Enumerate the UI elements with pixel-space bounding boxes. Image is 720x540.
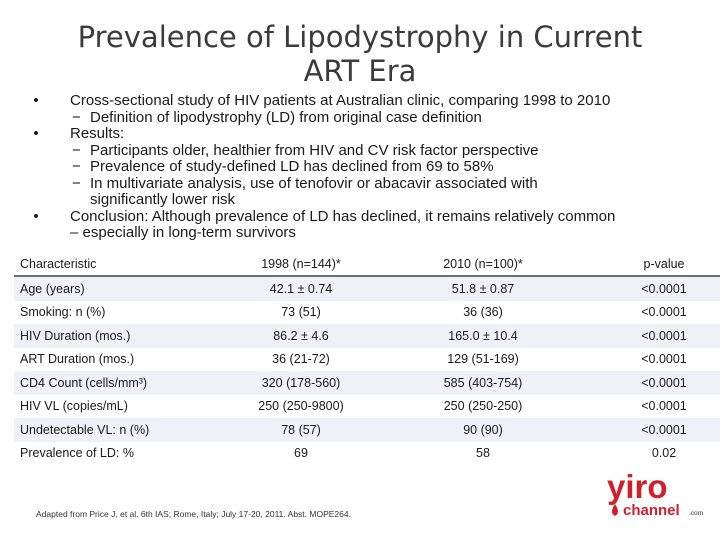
table-cell: HIV VL (copies/mL)	[14, 394, 210, 418]
characteristics-table: Characteristic 1998 (n=144)* 2010 (n=100…	[14, 253, 720, 465]
dash-icon: −	[72, 141, 81, 159]
table-header-row: Characteristic 1998 (n=144)* 2010 (n=100…	[14, 253, 720, 277]
table-cell: 250 (250-9800)	[210, 394, 392, 418]
table-cell: 78 (57)	[210, 418, 392, 442]
table-cell: 58	[392, 441, 574, 465]
table-cell: <0.0001	[574, 324, 720, 348]
table-cell: <0.0001	[574, 300, 720, 324]
logo-word-suffix: .com	[689, 510, 703, 517]
bullet-icon: •	[33, 207, 39, 225]
table-row: ART Duration (mos.) 36 (21-72) 129 (51-1…	[14, 347, 720, 371]
bullet-text: Cross-sectional study of HIV patients at…	[70, 92, 611, 109]
column-header: Characteristic	[14, 253, 210, 277]
table-cell: 36 (21-72)	[210, 347, 392, 371]
bullet-icon: •	[33, 92, 39, 109]
table-cell: 0.02	[574, 441, 720, 465]
table-cell: 165.0 ± 10.4	[392, 324, 574, 348]
table-cell: Smoking: n (%)	[14, 300, 210, 324]
table-cell: Prevalence of LD: %	[14, 441, 210, 465]
table-row: HIV VL (copies/mL) 250 (250-9800) 250 (2…	[14, 394, 720, 418]
sub-bullet-item: − In multivariate analysis, use of tenof…	[30, 174, 690, 193]
column-header: 1998 (n=144)*	[210, 253, 392, 277]
source-footnote: Adapted from Price J, et al. 6th IAS; Ro…	[36, 509, 351, 519]
table-cell: 73 (51)	[210, 300, 392, 324]
bullet-list: • Cross-sectional study of HIV patients …	[30, 92, 690, 242]
bullet-continuation: – especially in long-term survivors	[70, 224, 296, 241]
yirochannel-logo: yiro channel .com	[607, 468, 703, 519]
title-line-2: ART Era	[303, 54, 417, 88]
table-cell: 86.2 ± 4.6	[210, 324, 392, 348]
table-cell: ART Duration (mos.)	[14, 347, 210, 371]
table-row: Undetectable VL: n (%) 78 (57) 90 (90) <…	[14, 418, 720, 442]
sub-bullet-text: Participants older, healthier from HIV a…	[90, 141, 539, 159]
table-row: Smoking: n (%) 73 (51) 36 (36) <0.0001	[14, 300, 720, 324]
table-cell: <0.0001	[574, 276, 720, 301]
column-header: p-value	[574, 253, 720, 277]
table-cell: 51.8 ± 0.87	[392, 276, 574, 301]
sub-bullet-item: − Definition of lipodystrophy (LD) from …	[30, 108, 690, 127]
sub-bullet-text: Definition of lipodystrophy (LD) from or…	[90, 108, 482, 126]
table-cell: <0.0001	[574, 394, 720, 418]
logo-word-channel: channel	[623, 502, 680, 519]
sub-bullet-continuation: significantly lower risk	[90, 191, 236, 208]
table-cell: Age (years)	[14, 276, 210, 301]
table-cell: 90 (90)	[392, 418, 574, 442]
table-cell: 250 (250-250)	[392, 394, 574, 418]
bullet-item: • Conclusion: Although prevalence of LD …	[30, 207, 690, 226]
table-row: CD4 Count (cells/mm³) 320 (178-560) 585 …	[14, 371, 720, 395]
bullet-text: Conclusion: Although prevalence of LD ha…	[70, 207, 616, 225]
sub-bullet-text: In multivariate analysis, use of tenofov…	[90, 174, 538, 192]
table-cell: CD4 Count (cells/mm³)	[14, 371, 210, 395]
table-cell: <0.0001	[574, 371, 720, 395]
table-row: Prevalence of LD: % 69 58 0.02	[14, 441, 720, 465]
title-line-1: Prevalence of Lipodystrophy in Current	[77, 20, 643, 54]
logo-word-yiro: yiro	[607, 468, 668, 505]
bullet-item: • Cross-sectional study of HIV patients …	[30, 92, 690, 110]
dash-icon: −	[72, 174, 81, 192]
bullet-icon: •	[33, 125, 39, 142]
table-cell: 42.1 ± 0.74	[210, 276, 392, 301]
table-cell: 69	[210, 441, 392, 465]
table-row: Age (years) 42.1 ± 0.74 51.8 ± 0.87 <0.0…	[14, 276, 720, 301]
bullet-item: • Results:	[30, 125, 690, 143]
column-header: 2010 (n=100)*	[392, 253, 574, 277]
table-cell: <0.0001	[574, 347, 720, 371]
logo-drop-icon	[612, 504, 618, 516]
dash-icon: −	[72, 108, 81, 126]
table-cell: 585 (403-754)	[392, 371, 574, 395]
sub-bullet-item: − Participants older, healthier from HIV…	[30, 141, 690, 160]
dash-icon: −	[72, 158, 81, 175]
sub-bullet-item: − Prevalence of study-defined LD has dec…	[30, 158, 690, 176]
table-cell: 36 (36)	[392, 300, 574, 324]
table-cell: <0.0001	[574, 418, 720, 442]
table-cell: 129 (51-169)	[392, 347, 574, 371]
bullet-text: Results:	[70, 125, 125, 142]
slide-title: Prevalence of Lipodystrophy in Current A…	[40, 20, 680, 88]
table-cell: HIV Duration (mos.)	[14, 324, 210, 348]
table-row: HIV Duration (mos.) 86.2 ± 4.6 165.0 ± 1…	[14, 324, 720, 348]
table-cell: 320 (178-560)	[210, 371, 392, 395]
sub-bullet-text: Prevalence of study-defined LD has decli…	[90, 158, 494, 175]
table-cell: Undetectable VL: n (%)	[14, 418, 210, 442]
